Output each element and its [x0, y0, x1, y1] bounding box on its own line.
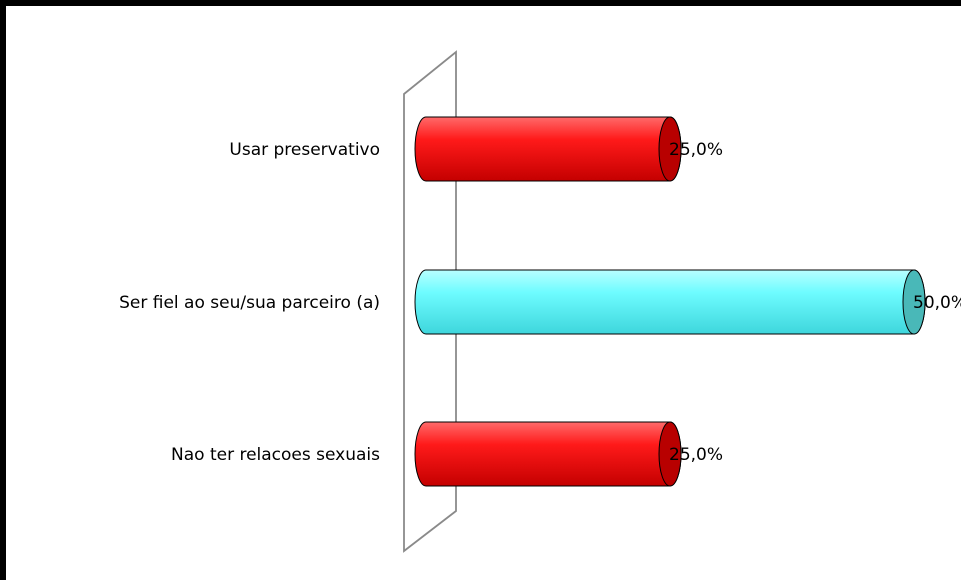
data-label: 50,0%	[913, 293, 961, 313]
bar-body	[414, 116, 682, 182]
category-label: Usar preservativo	[229, 140, 380, 160]
bar-chart: Usar preservativo 25,0% Ser fiel ao seu/su…	[119, 50, 961, 553]
data-label: 25,0%	[669, 445, 723, 465]
category-label: Nao ter relacoes sexuais	[171, 445, 380, 465]
data-label: 25,0%	[669, 140, 723, 160]
bar-2	[414, 269, 926, 335]
bar-body	[414, 269, 926, 335]
axis-plane	[403, 50, 457, 553]
bar-3	[414, 421, 682, 487]
bar-body	[414, 421, 682, 487]
bar-end-cap	[658, 421, 682, 487]
bar-end-cap	[658, 116, 682, 182]
category-label: Ser fiel ao seu/sua parceiro (a)	[119, 293, 380, 313]
bar-end-cap	[902, 269, 926, 335]
bar-1	[414, 116, 682, 182]
